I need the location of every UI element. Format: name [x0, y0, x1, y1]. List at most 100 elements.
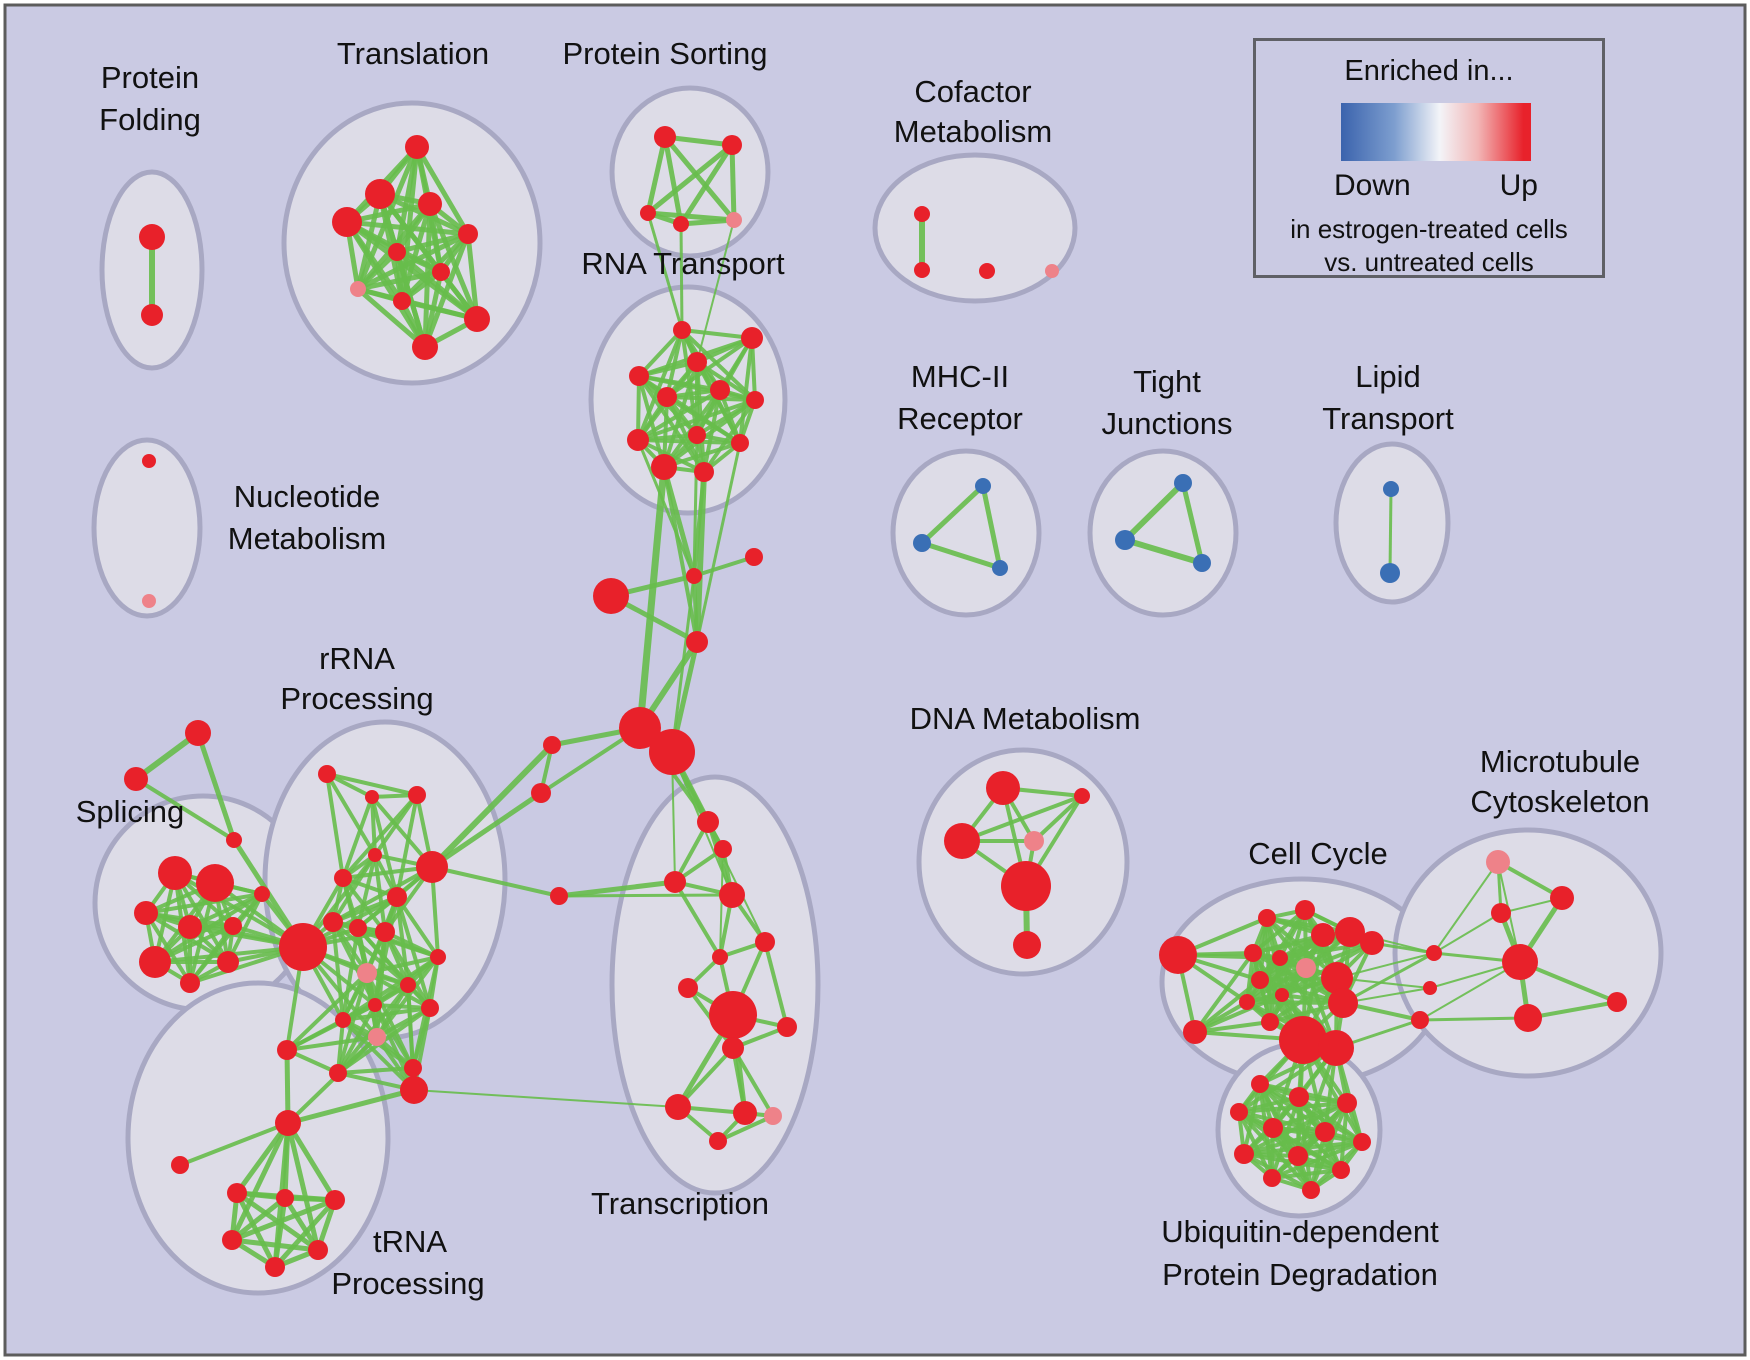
gene-set-node-tx9 [722, 1037, 744, 1059]
network-edge [696, 219, 735, 363]
gene-set-node-tx3 [664, 871, 686, 893]
gene-set-node-t1 [405, 135, 429, 159]
gene-set-node-u7 [387, 887, 407, 907]
network-edge [1388, 488, 1393, 574]
network-edge [226, 893, 264, 963]
cluster-label: Junctions [1102, 406, 1233, 441]
gene-set-node-pf2 [141, 304, 163, 326]
gene-set-node-m1 [975, 478, 991, 494]
gene-set-node-t3 [418, 192, 442, 216]
network-edge [636, 466, 668, 729]
gene-set-node-b12 [1302, 1181, 1320, 1199]
gene-set-node-tx2 [714, 840, 732, 858]
cluster-label: Cofactor [914, 74, 1031, 109]
gene-set-node-d1 [986, 771, 1020, 805]
network-edge [231, 1197, 336, 1243]
gene-set-node-mt4 [1502, 944, 1538, 980]
network-edge [738, 337, 754, 444]
network-edge [286, 1003, 376, 1052]
cluster-label: Folding [99, 102, 201, 137]
gene-set-node-m3 [992, 560, 1008, 576]
network-edge [637, 438, 705, 474]
network-edge [357, 269, 442, 292]
gene-set-node-ccBig1 [1279, 1016, 1327, 1064]
network-edge [636, 329, 684, 441]
network-edge [679, 223, 684, 331]
network-edge [273, 1198, 337, 1269]
gene-set-node-n2 [142, 594, 156, 608]
gene-set-node-x3 [226, 832, 242, 848]
network-edge [282, 1196, 321, 1252]
gene-set-node-u8 [323, 912, 343, 932]
gene-set-node-ps1 [654, 126, 676, 148]
network-edge [662, 466, 699, 643]
gene-set-node-b7 [1353, 1133, 1371, 1151]
network-edge [1433, 861, 1499, 954]
gene-set-node-r5 [657, 387, 677, 407]
network-edge [356, 287, 427, 349]
gene-set-node-tbp [764, 1107, 782, 1125]
gene-set-node-ps3 [640, 205, 656, 221]
gene-set-node-c2 [914, 262, 930, 278]
network-edge [1342, 951, 1435, 1005]
legend-box: Enriched in... Down Up in estrogen-treat… [1253, 38, 1605, 278]
network-edge [980, 485, 1003, 569]
network-edge [285, 1122, 321, 1251]
network-edge [370, 796, 399, 898]
network-edge [692, 575, 699, 643]
gene-set-node-cc9 [1321, 962, 1353, 994]
network-edge [645, 136, 668, 214]
gene-set-node-tx4 [719, 882, 745, 908]
gene-set-node-tb2 [733, 1101, 757, 1125]
network-edge [1194, 1020, 1271, 1034]
network-edge [646, 143, 734, 215]
network-edge [153, 892, 264, 964]
network-edge [673, 821, 710, 883]
network-edge [341, 927, 360, 1021]
network-edge [430, 790, 543, 870]
cluster-label: Nucleotide [234, 479, 380, 514]
gene-set-node-tx8 [777, 1017, 797, 1037]
gene-set-node-ch1 [686, 568, 702, 584]
network-edge [1419, 1016, 1529, 1022]
cluster-ellipse-tight-junctions [1087, 448, 1239, 618]
gene-set-node-d6 [1013, 931, 1041, 959]
network-edge [179, 1121, 289, 1167]
gene-set-node-b11 [1263, 1169, 1281, 1187]
network-edge [1419, 961, 1521, 1021]
gene-set-node-l2 [1380, 563, 1400, 583]
gene-set-node-u13 [430, 949, 446, 965]
network-edge [341, 793, 419, 880]
gene-set-node-u16 [368, 998, 382, 1012]
network-edge [134, 777, 236, 842]
gene-set-node-cc4 [1335, 917, 1365, 947]
network-edge [678, 143, 735, 226]
gene-set-node-t5 [458, 224, 478, 244]
network-edge [331, 921, 345, 1021]
network-edge [285, 1121, 338, 1202]
cluster-label: rRNA [319, 641, 395, 676]
network-edge [1180, 482, 1205, 564]
network-edge [1124, 537, 1203, 566]
cluster-label: Processing [331, 1266, 484, 1301]
legend-caption-line1: in estrogen-treated cells [1290, 214, 1568, 244]
network-edge [558, 879, 676, 899]
network-edge [637, 398, 756, 442]
network-edge [920, 484, 985, 545]
gene-set-node-r12 [694, 462, 714, 482]
gene-set-node-r8 [627, 429, 649, 451]
gene-set-node-b3 [1337, 1093, 1357, 1113]
network-edge [1271, 1140, 1363, 1180]
network-edge [692, 434, 699, 577]
legend-caption: in estrogen-treated cells vs. untreated … [1256, 213, 1602, 279]
network-edge [1122, 480, 1186, 543]
gene-set-node-cc8 [1296, 958, 1316, 978]
network-edge [1497, 860, 1563, 900]
network-edge [287, 1087, 415, 1126]
cluster-label: Protein Degradation [1162, 1257, 1438, 1292]
gene-set-node-k2 [1423, 981, 1437, 995]
network-edge [694, 471, 707, 643]
network-edge [1032, 794, 1084, 843]
gene-set-node-ps5 [726, 212, 742, 228]
network-edge [286, 1035, 378, 1052]
